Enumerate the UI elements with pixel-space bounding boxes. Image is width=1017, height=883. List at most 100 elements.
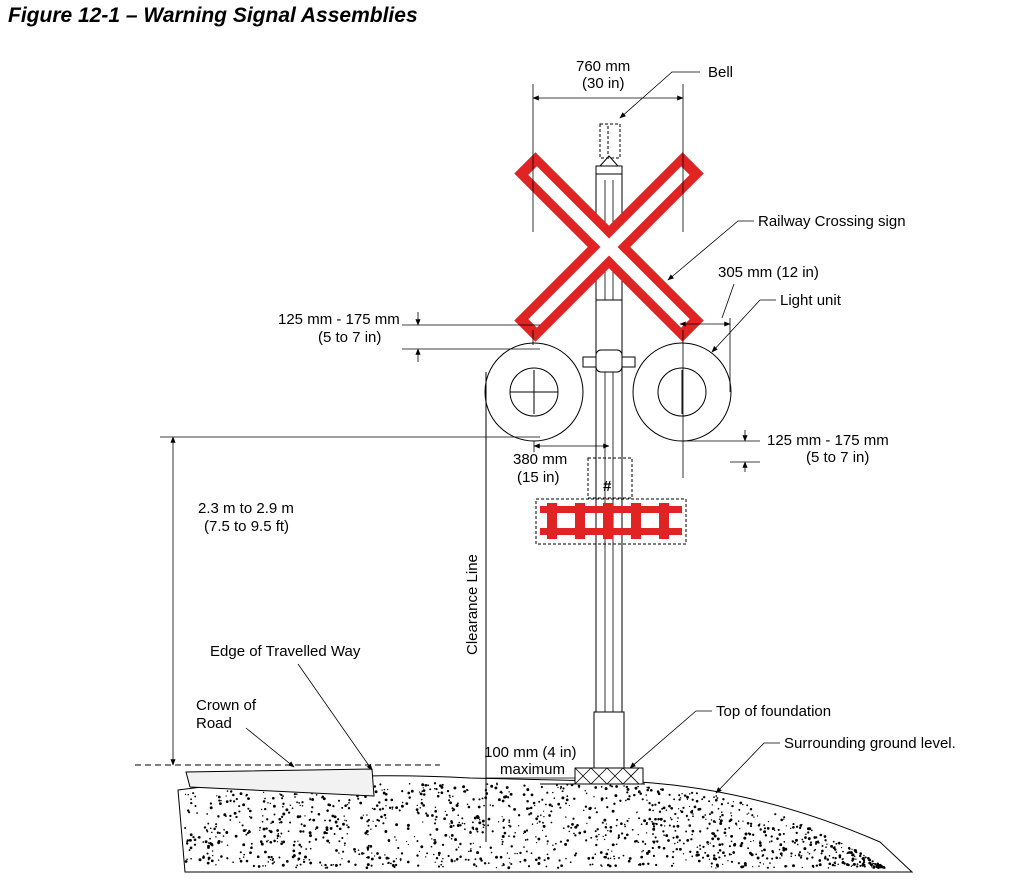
gravel-dot <box>675 847 679 851</box>
gravel-dot <box>704 851 707 854</box>
gravel-dot <box>669 817 672 819</box>
gravel-dot <box>225 831 229 834</box>
gravel-dot <box>365 866 369 869</box>
gravel-dot <box>384 817 387 819</box>
gravel-dot <box>325 832 328 835</box>
gravel-dot <box>280 793 283 797</box>
gravel-dot <box>239 821 241 823</box>
gravel-dot <box>408 796 411 799</box>
gravel-dot <box>574 854 577 857</box>
gravel-dot <box>343 815 345 817</box>
gravel-dot <box>466 788 468 791</box>
gravel-dot <box>824 839 827 842</box>
gravel-dot <box>262 827 266 831</box>
gravel-dot <box>723 831 727 835</box>
gravel-dot <box>221 841 223 843</box>
gravel-dot <box>648 817 652 821</box>
gravel-dot <box>709 842 711 844</box>
gravel-dot <box>600 786 603 788</box>
gravel-dot <box>674 842 676 845</box>
gravel-dot <box>218 799 221 802</box>
gravel-dot <box>185 842 189 845</box>
gravel-dot <box>625 799 627 802</box>
dim-gap-above-imperial: (5 to 7 in) <box>318 329 381 346</box>
gravel-dot <box>672 836 675 839</box>
gravel-dot <box>262 865 264 867</box>
gravel-dot <box>628 817 630 820</box>
gravel-dot <box>474 858 477 861</box>
gravel-dot <box>433 853 435 856</box>
gravel-dot <box>395 806 398 810</box>
gravel-dot <box>798 826 802 830</box>
gravel-dot <box>211 850 214 852</box>
gravel-dot <box>718 843 722 847</box>
gravel-dot <box>397 846 400 850</box>
gravel-dot <box>530 793 534 797</box>
dimension-gap-below-lights: 125 mm - 175 mm (5 to 7 in) <box>683 430 889 472</box>
gravel-dot <box>204 840 208 844</box>
gravel-dot <box>434 806 437 808</box>
gravel-dot <box>435 827 439 831</box>
gravel-dot <box>188 838 192 842</box>
gravel-dot <box>872 865 875 868</box>
gravel-dot <box>420 798 423 801</box>
gravel-dot <box>584 790 586 792</box>
gravel-dot <box>419 792 423 796</box>
gravel-dot <box>556 866 559 869</box>
gravel-dot <box>419 807 422 809</box>
gravel-dot <box>342 822 345 826</box>
railway-crossing-sign <box>514 152 704 342</box>
gravel-dot <box>207 856 211 860</box>
gravel-dot <box>805 833 807 835</box>
gravel-dot <box>220 799 222 802</box>
gravel-dot <box>766 827 770 830</box>
gravel-dot <box>282 805 284 808</box>
gravel-dot <box>238 810 241 813</box>
gravel-dot <box>705 818 707 820</box>
gravel-dot <box>681 793 683 795</box>
gravel-dot <box>657 817 660 821</box>
gravel-dot <box>278 822 281 824</box>
gravel-dot <box>566 795 569 798</box>
gravel-dot <box>434 861 436 863</box>
gravel-dot <box>672 862 675 865</box>
gravel-dot <box>469 842 472 845</box>
gravel-dot <box>502 826 505 829</box>
gravel-dot <box>550 821 553 824</box>
gravel-dot <box>497 821 500 823</box>
gravel-dot <box>300 823 303 826</box>
gravel-dot <box>448 794 451 797</box>
gravel-dot <box>433 822 437 825</box>
gravel-dot <box>509 792 513 796</box>
gravel-dot <box>651 822 655 826</box>
gravel-dot <box>790 827 792 829</box>
gravel-dot <box>699 848 702 850</box>
gravel-dot <box>783 816 786 819</box>
gravel-dot <box>588 816 591 819</box>
gravel-dot <box>730 840 733 843</box>
label-railway-crossing-sign: Railway Crossing sign <box>758 213 906 230</box>
gravel-dot <box>335 849 338 852</box>
gravel-dot <box>647 850 651 853</box>
gravel-dot <box>426 852 429 855</box>
gravel-dot <box>777 828 780 831</box>
gravel-dot <box>202 856 205 859</box>
gravel-dot <box>458 821 461 824</box>
gravel-dot <box>529 806 533 810</box>
gravel-dot <box>743 862 747 865</box>
gravel-dot <box>439 784 442 788</box>
gravel-dot <box>401 801 404 804</box>
gravel-dot <box>823 835 827 838</box>
gravel-dot <box>525 829 529 832</box>
gravel-dot <box>715 867 717 869</box>
gravel-dot <box>613 857 616 860</box>
gravel-dot <box>747 847 750 850</box>
gravel-dot <box>217 859 220 861</box>
gravel-dot <box>697 859 701 863</box>
gravel-dot <box>298 802 301 804</box>
gravel-dot <box>489 804 492 806</box>
gravel-dot <box>652 833 654 835</box>
gravel-dot <box>220 855 223 858</box>
gravel-dot <box>194 795 197 798</box>
gravel-dot <box>655 863 658 867</box>
